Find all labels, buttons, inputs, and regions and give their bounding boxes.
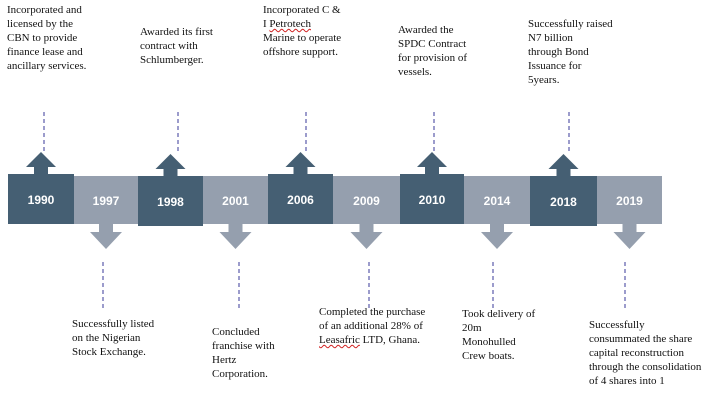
milestone-text-line: Successfully listed: [72, 318, 155, 330]
milestone-text-line: consummated the share: [589, 333, 693, 345]
milestone-text-line: franchise with: [212, 340, 275, 352]
milestone-text-line: 20m: [462, 322, 482, 334]
milestone-text-line: vessels.: [398, 66, 432, 78]
milestone-text-2001: Concluded franchise with Hertz Corporation.: [212, 325, 275, 381]
year-label-2001: 2001: [222, 194, 249, 208]
milestone-text-line: for provision of: [398, 52, 468, 64]
milestone-text-line: N7 billion: [528, 32, 573, 44]
down-arrow-1997: [90, 224, 122, 249]
down-arrow-2014: [481, 224, 513, 249]
year-label-1998: 1998: [157, 195, 184, 209]
milestone-text-line: 5years.: [528, 74, 560, 86]
milestone-text-line: ancillary services.: [7, 60, 87, 72]
down-arrow-2019: [613, 224, 646, 249]
milestone-text-line: capital reconstruction: [589, 347, 684, 359]
milestone-text-2018: Successfully raised N7 billion through Bon…: [528, 17, 613, 87]
year-label-2010: 2010: [419, 193, 446, 207]
year-box-1990: [8, 174, 74, 224]
milestone-text-line: offshore support.: [263, 46, 338, 58]
year-label-2019: 2019: [616, 194, 643, 208]
year-label-2014: 2014: [484, 194, 511, 208]
up-arrow-2018: [548, 154, 579, 176]
milestone-text-2009: Completed the purchase of an additional 2…: [319, 305, 425, 347]
milestone-text-2019: Successfully consummated the share capital…: [589, 318, 701, 388]
milestone-text-line: Leasafric LTD, Ghana.: [319, 334, 421, 346]
up-arrow-2010: [417, 152, 447, 174]
milestone-text-line: Incorporated and: [7, 4, 82, 16]
milestone-text-line: Issuance for: [528, 60, 582, 72]
milestone-text-line: Marine to operate: [263, 32, 342, 44]
down-arrow-2009: [350, 224, 383, 249]
down-arrow-2001: [219, 224, 252, 249]
milestone-text-line: Completed the purchase: [319, 306, 426, 318]
milestone-text-2014: Took delivery of 20m Monohulled Crew boats.: [462, 307, 535, 363]
milestone-text-line: I Petrotech: [263, 18, 311, 30]
year-box-2018: [530, 176, 597, 226]
milestone-text-2006: Incorporated C & I Petrotech Marine to ope…: [263, 3, 341, 59]
milestone-text-line: Awarded its first: [140, 26, 213, 38]
year-box-2014: [464, 176, 530, 224]
milestone-text-2010: Awarded the SPDC Contract for provision of…: [398, 23, 467, 79]
up-arrow-2006: [285, 152, 316, 174]
year-box-2006: [268, 174, 333, 224]
milestone-text-1990: Incorporated and licensed by the CBN to pr…: [7, 3, 86, 73]
up-arrow-1998: [155, 154, 186, 176]
milestone-text-line: finance lease and: [7, 46, 83, 58]
milestone-text-line: Monohulled: [462, 336, 516, 348]
year-box-1997: [74, 176, 138, 224]
milestone-text-line: Successfully raised: [528, 18, 613, 30]
milestone-text-line: licensed by the: [7, 18, 73, 30]
year-label-2006: 2006: [287, 193, 314, 207]
milestone-text-line: Hertz: [212, 354, 237, 366]
milestone-text-line: Corporation.: [212, 368, 268, 380]
year-label-1997: 1997: [93, 194, 120, 208]
year-label-1990: 1990: [28, 193, 55, 207]
milestone-text-line: Incorporated C &: [263, 4, 341, 16]
milestone-text-line: of an additional 28% of: [319, 320, 423, 332]
up-arrow-1990: [26, 152, 56, 174]
milestone-text-1998: Awarded its first contract with Schlumberg…: [140, 25, 213, 67]
milestone-text-line: Successfully: [589, 319, 645, 331]
milestone-text-line: on the Nigerian: [72, 332, 141, 344]
milestone-text-line: Awarded the: [398, 24, 454, 36]
milestone-text-1997: Successfully listed on the Nigerian Stock …: [72, 317, 154, 359]
milestone-text-line: through Bond: [528, 46, 589, 58]
year-box-1998: [138, 176, 203, 226]
milestone-text-line: through the consolidation: [589, 361, 702, 373]
milestone-text-line: CBN to provide: [7, 32, 78, 44]
milestone-text-line: Stock Exchange.: [72, 346, 146, 358]
milestone-text-line: Took delivery of: [462, 308, 536, 320]
milestone-text-line: Crew boats.: [462, 350, 515, 362]
milestone-text-line: of 4 shares into 1: [589, 375, 665, 387]
year-label-2009: 2009: [353, 194, 380, 208]
milestone-text-line: Concluded: [212, 326, 260, 338]
year-box-2010: [400, 174, 464, 224]
year-box-2019: [597, 176, 662, 224]
year-box-2009: [333, 176, 400, 224]
year-box-2001: [203, 176, 268, 224]
milestone-text-line: Schlumberger.: [140, 54, 204, 66]
year-label-2018: 2018: [550, 195, 577, 209]
milestone-text-line: SPDC Contract: [398, 38, 467, 50]
milestone-text-line: contract with: [140, 40, 198, 52]
